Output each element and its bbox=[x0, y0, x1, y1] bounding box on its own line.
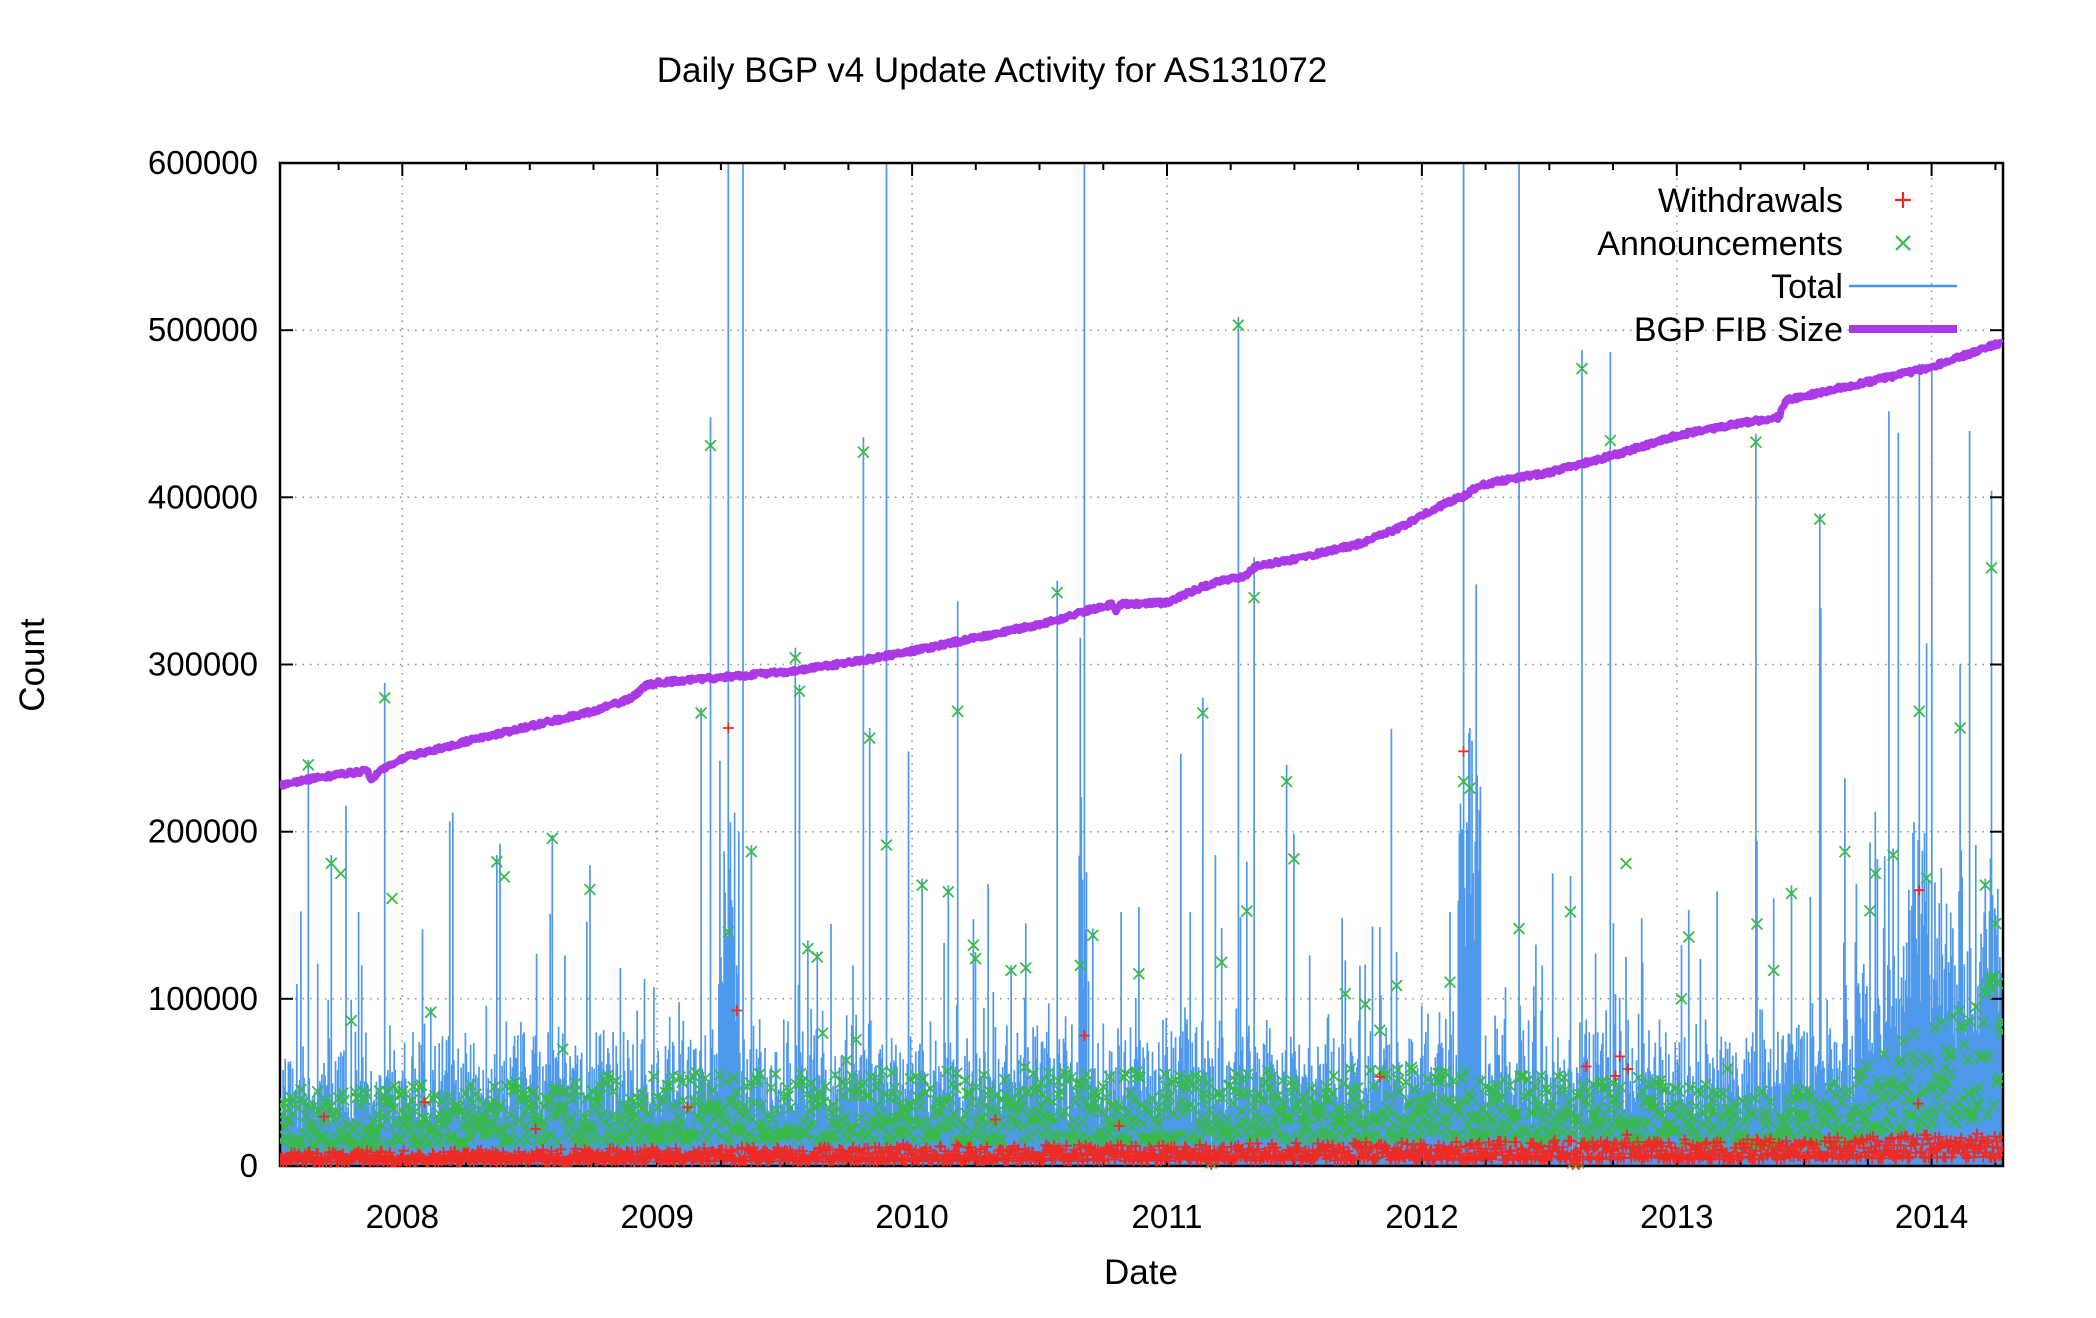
legend-plus-marker-icon bbox=[1895, 192, 1911, 208]
legend-cross-marker-icon bbox=[1895, 235, 1911, 251]
y-axis-label: Count bbox=[13, 618, 52, 712]
legend-label: Announcements bbox=[1597, 225, 1843, 263]
bgp-fib-size-path bbox=[280, 338, 2003, 790]
legend-label: Total bbox=[1771, 268, 1843, 306]
x-tick-label: 2010 bbox=[875, 1198, 948, 1235]
announcements-markers-path bbox=[280, 319, 2003, 1170]
y-tick-label: 400000 bbox=[148, 478, 258, 515]
x-tick-label: 2012 bbox=[1385, 1198, 1458, 1235]
y-tick-label: 0 bbox=[240, 1147, 258, 1184]
x-tick-label: 2014 bbox=[1895, 1198, 1968, 1235]
legend: Withdrawals Announcements Total BGP FIB Siz… bbox=[1597, 182, 1957, 349]
y-tick-label: 100000 bbox=[148, 980, 258, 1017]
x-tick-label: 2013 bbox=[1640, 1198, 1713, 1235]
y-tick-label: 300000 bbox=[148, 646, 258, 683]
withdrawals-markers-path bbox=[280, 722, 2003, 1170]
legend-label: BGP FIB Size bbox=[1634, 311, 1843, 349]
y-tick-label: 500000 bbox=[148, 311, 258, 348]
x-axis-label: Date bbox=[1104, 1253, 1178, 1292]
x-tick-label: 2009 bbox=[620, 1198, 693, 1235]
legend-label: Withdrawals bbox=[1658, 182, 1843, 220]
scatter-series bbox=[280, 319, 2003, 1170]
x-tick-label: 2008 bbox=[366, 1198, 439, 1235]
axis-tick-labels: 0 100000 200000 300000 400000 500000 600000 200… bbox=[148, 144, 1968, 1235]
chart-title: Daily BGP v4 Update Activity for AS13107… bbox=[657, 51, 1328, 90]
bgp-fib-size-line bbox=[280, 338, 2003, 790]
x-tick-label: 2011 bbox=[1132, 1198, 1203, 1235]
y-tick-label: 600000 bbox=[148, 144, 258, 181]
y-tick-label: 200000 bbox=[148, 813, 258, 850]
